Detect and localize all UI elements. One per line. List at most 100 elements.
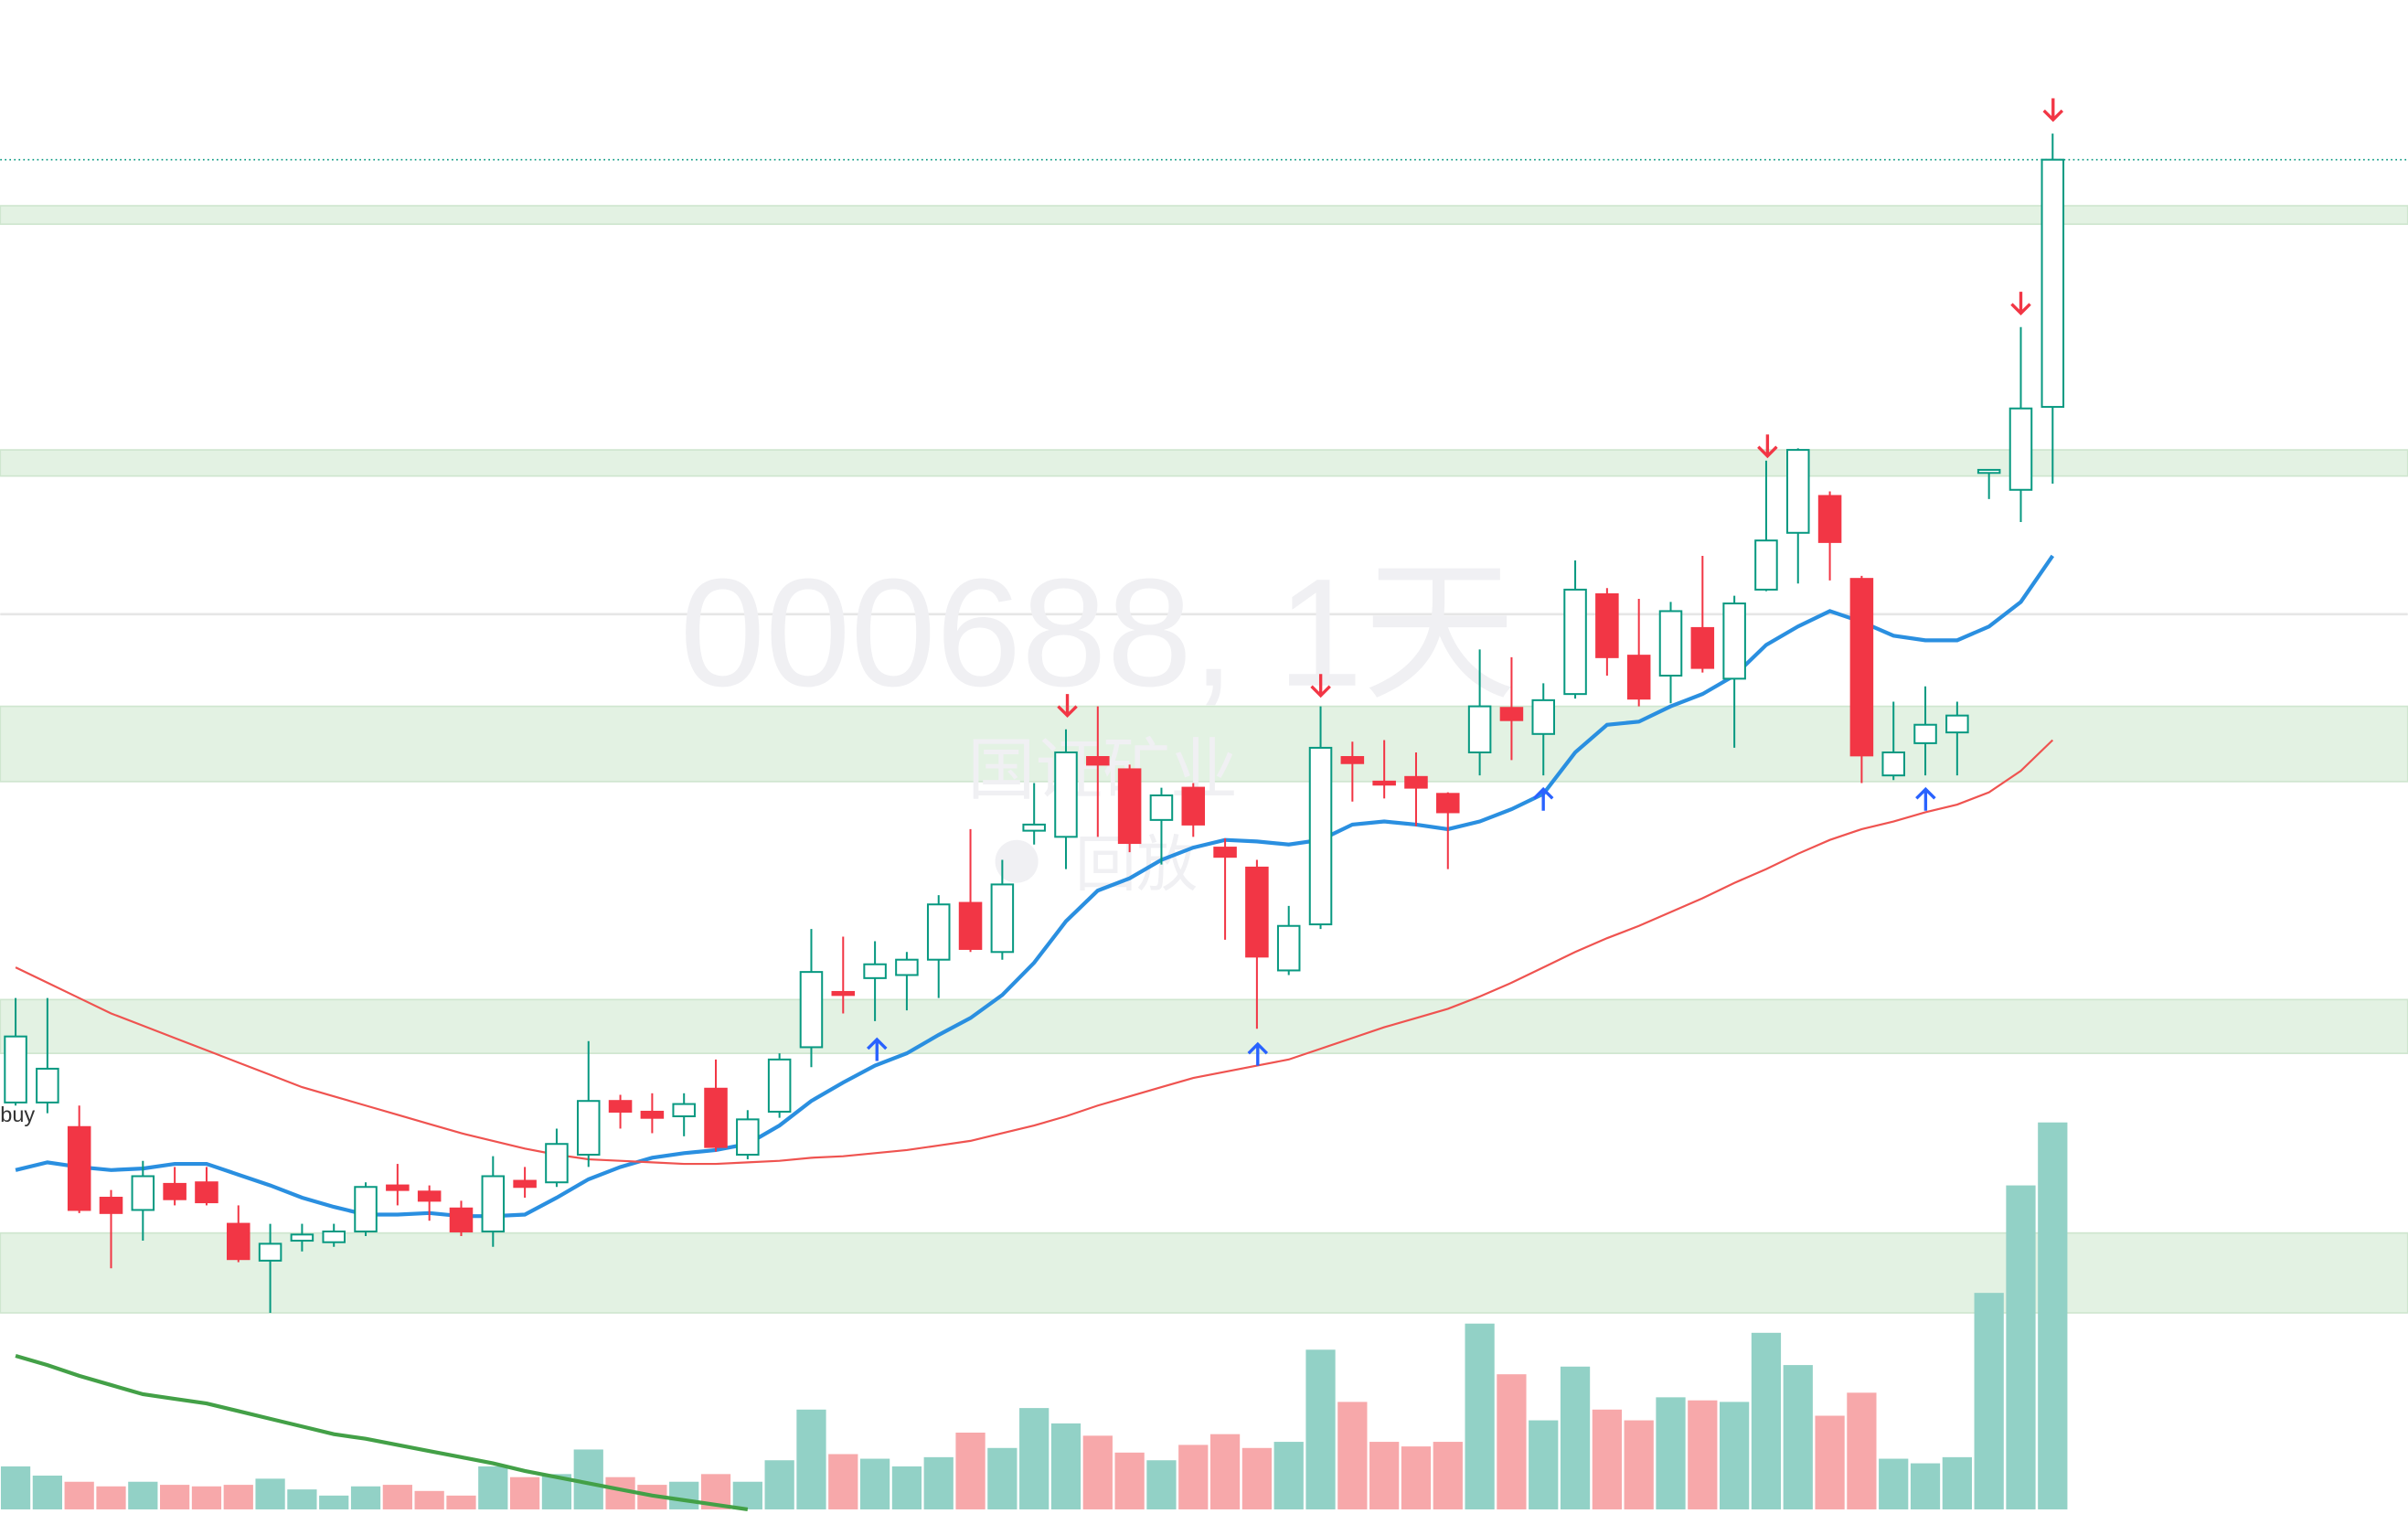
candle-body — [227, 1222, 250, 1261]
candle-body — [449, 1207, 474, 1232]
candle-body — [895, 958, 919, 976]
volume-bar — [955, 1432, 986, 1509]
volume-bar — [1592, 1409, 1622, 1509]
volume-bar — [319, 1495, 349, 1509]
candle-body — [1308, 746, 1333, 926]
zone — [0, 998, 2408, 1054]
volume-bar — [1815, 1415, 1845, 1509]
volume-bar — [859, 1458, 890, 1509]
candle-body — [1722, 602, 1746, 680]
sell-arrow — [2042, 98, 2064, 123]
volume-bar — [350, 1486, 381, 1509]
volume-bar — [1560, 1366, 1591, 1509]
candle-body — [1276, 924, 1301, 972]
candle-body — [386, 1184, 410, 1191]
candle-body — [640, 1110, 665, 1119]
candle-body — [1690, 626, 1715, 669]
sell-arrow — [2010, 292, 2031, 315]
volume-bar — [1209, 1434, 1241, 1509]
zone — [0, 705, 2408, 783]
volume-bar — [223, 1485, 253, 1509]
candle-body — [1754, 539, 1778, 591]
candle-body — [4, 1035, 27, 1104]
candle-body — [863, 963, 887, 979]
volume-bar — [1720, 1402, 1750, 1509]
candle-body — [1786, 449, 1810, 534]
volume-bar — [1019, 1408, 1050, 1509]
candle-body — [1849, 578, 1874, 757]
candle-body — [67, 1125, 91, 1211]
volume-bar — [1751, 1332, 1782, 1509]
candle-body — [1658, 610, 1683, 677]
watermark: 000688, 1天 — [680, 547, 1517, 719]
volume-bar — [0, 1466, 31, 1509]
volume-bar — [382, 1485, 412, 1509]
ma-line — [15, 1353, 749, 1512]
volume-bar — [1624, 1420, 1654, 1509]
candle-body — [958, 901, 983, 950]
candle-body — [1086, 755, 1110, 766]
candle-body — [608, 1100, 633, 1113]
candle-body — [36, 1067, 59, 1104]
volume-bar — [1369, 1442, 1400, 1509]
candle-body — [1181, 786, 1206, 826]
volume-bar — [1241, 1447, 1273, 1509]
candle-body — [545, 1143, 569, 1184]
volume-bar — [1783, 1365, 1813, 1509]
volume-bar — [287, 1489, 317, 1509]
volume-bar — [1146, 1460, 1177, 1509]
candle-body — [99, 1197, 123, 1214]
volume-bar — [1529, 1420, 1559, 1509]
volume-bar — [1082, 1435, 1113, 1509]
candle-body — [672, 1103, 696, 1118]
volume-bar — [1465, 1323, 1495, 1509]
candle-body — [322, 1230, 346, 1243]
volume-bar — [764, 1460, 794, 1509]
candle-body — [990, 883, 1015, 954]
volume-bar — [1114, 1452, 1145, 1509]
candle-body — [736, 1118, 760, 1157]
replay-icon — [995, 839, 1039, 883]
candle-body — [1117, 768, 1142, 845]
volume-bar — [1401, 1446, 1432, 1509]
candle-body — [1595, 592, 1619, 658]
candle-body — [799, 971, 824, 1049]
zone — [0, 449, 2408, 477]
volume-bar — [1433, 1442, 1463, 1509]
candle-body — [576, 1100, 601, 1157]
candle-body — [1499, 707, 1524, 721]
volume-bar — [414, 1490, 444, 1509]
candle-body — [1817, 495, 1842, 543]
volume-bar — [1178, 1445, 1209, 1509]
volume-bar — [923, 1456, 954, 1509]
volume-bar — [828, 1454, 858, 1509]
candle-body — [1563, 588, 1587, 696]
candle-body — [131, 1175, 155, 1211]
volume-bar — [1497, 1374, 1527, 1509]
ma-line — [15, 739, 2054, 1166]
candle-body — [1436, 793, 1460, 814]
sell-arrow — [1757, 434, 1778, 459]
candle-body — [2040, 158, 2065, 409]
candle-body — [1881, 751, 1905, 777]
candle-body — [258, 1242, 282, 1262]
volume-bar — [1656, 1397, 1686, 1509]
volume-bar — [1942, 1456, 1972, 1509]
candle-body — [831, 990, 856, 997]
volume-bar — [32, 1476, 62, 1509]
buy-arrow — [866, 1037, 888, 1061]
volume-bar — [446, 1495, 476, 1509]
volume-bar — [1688, 1400, 1718, 1509]
volume-bar — [732, 1481, 762, 1509]
candle-body — [513, 1179, 537, 1189]
buy-label: buy — [0, 1103, 35, 1126]
candle-body — [1467, 705, 1492, 753]
candle-body — [1976, 468, 2001, 474]
volume-bar — [669, 1481, 699, 1509]
candle-body — [481, 1175, 506, 1232]
candle-body — [1626, 655, 1651, 700]
volume-bar — [1910, 1463, 1941, 1509]
candle-body — [2008, 407, 2033, 491]
buy-arrow — [1915, 786, 1936, 811]
volume-bar — [891, 1466, 922, 1509]
